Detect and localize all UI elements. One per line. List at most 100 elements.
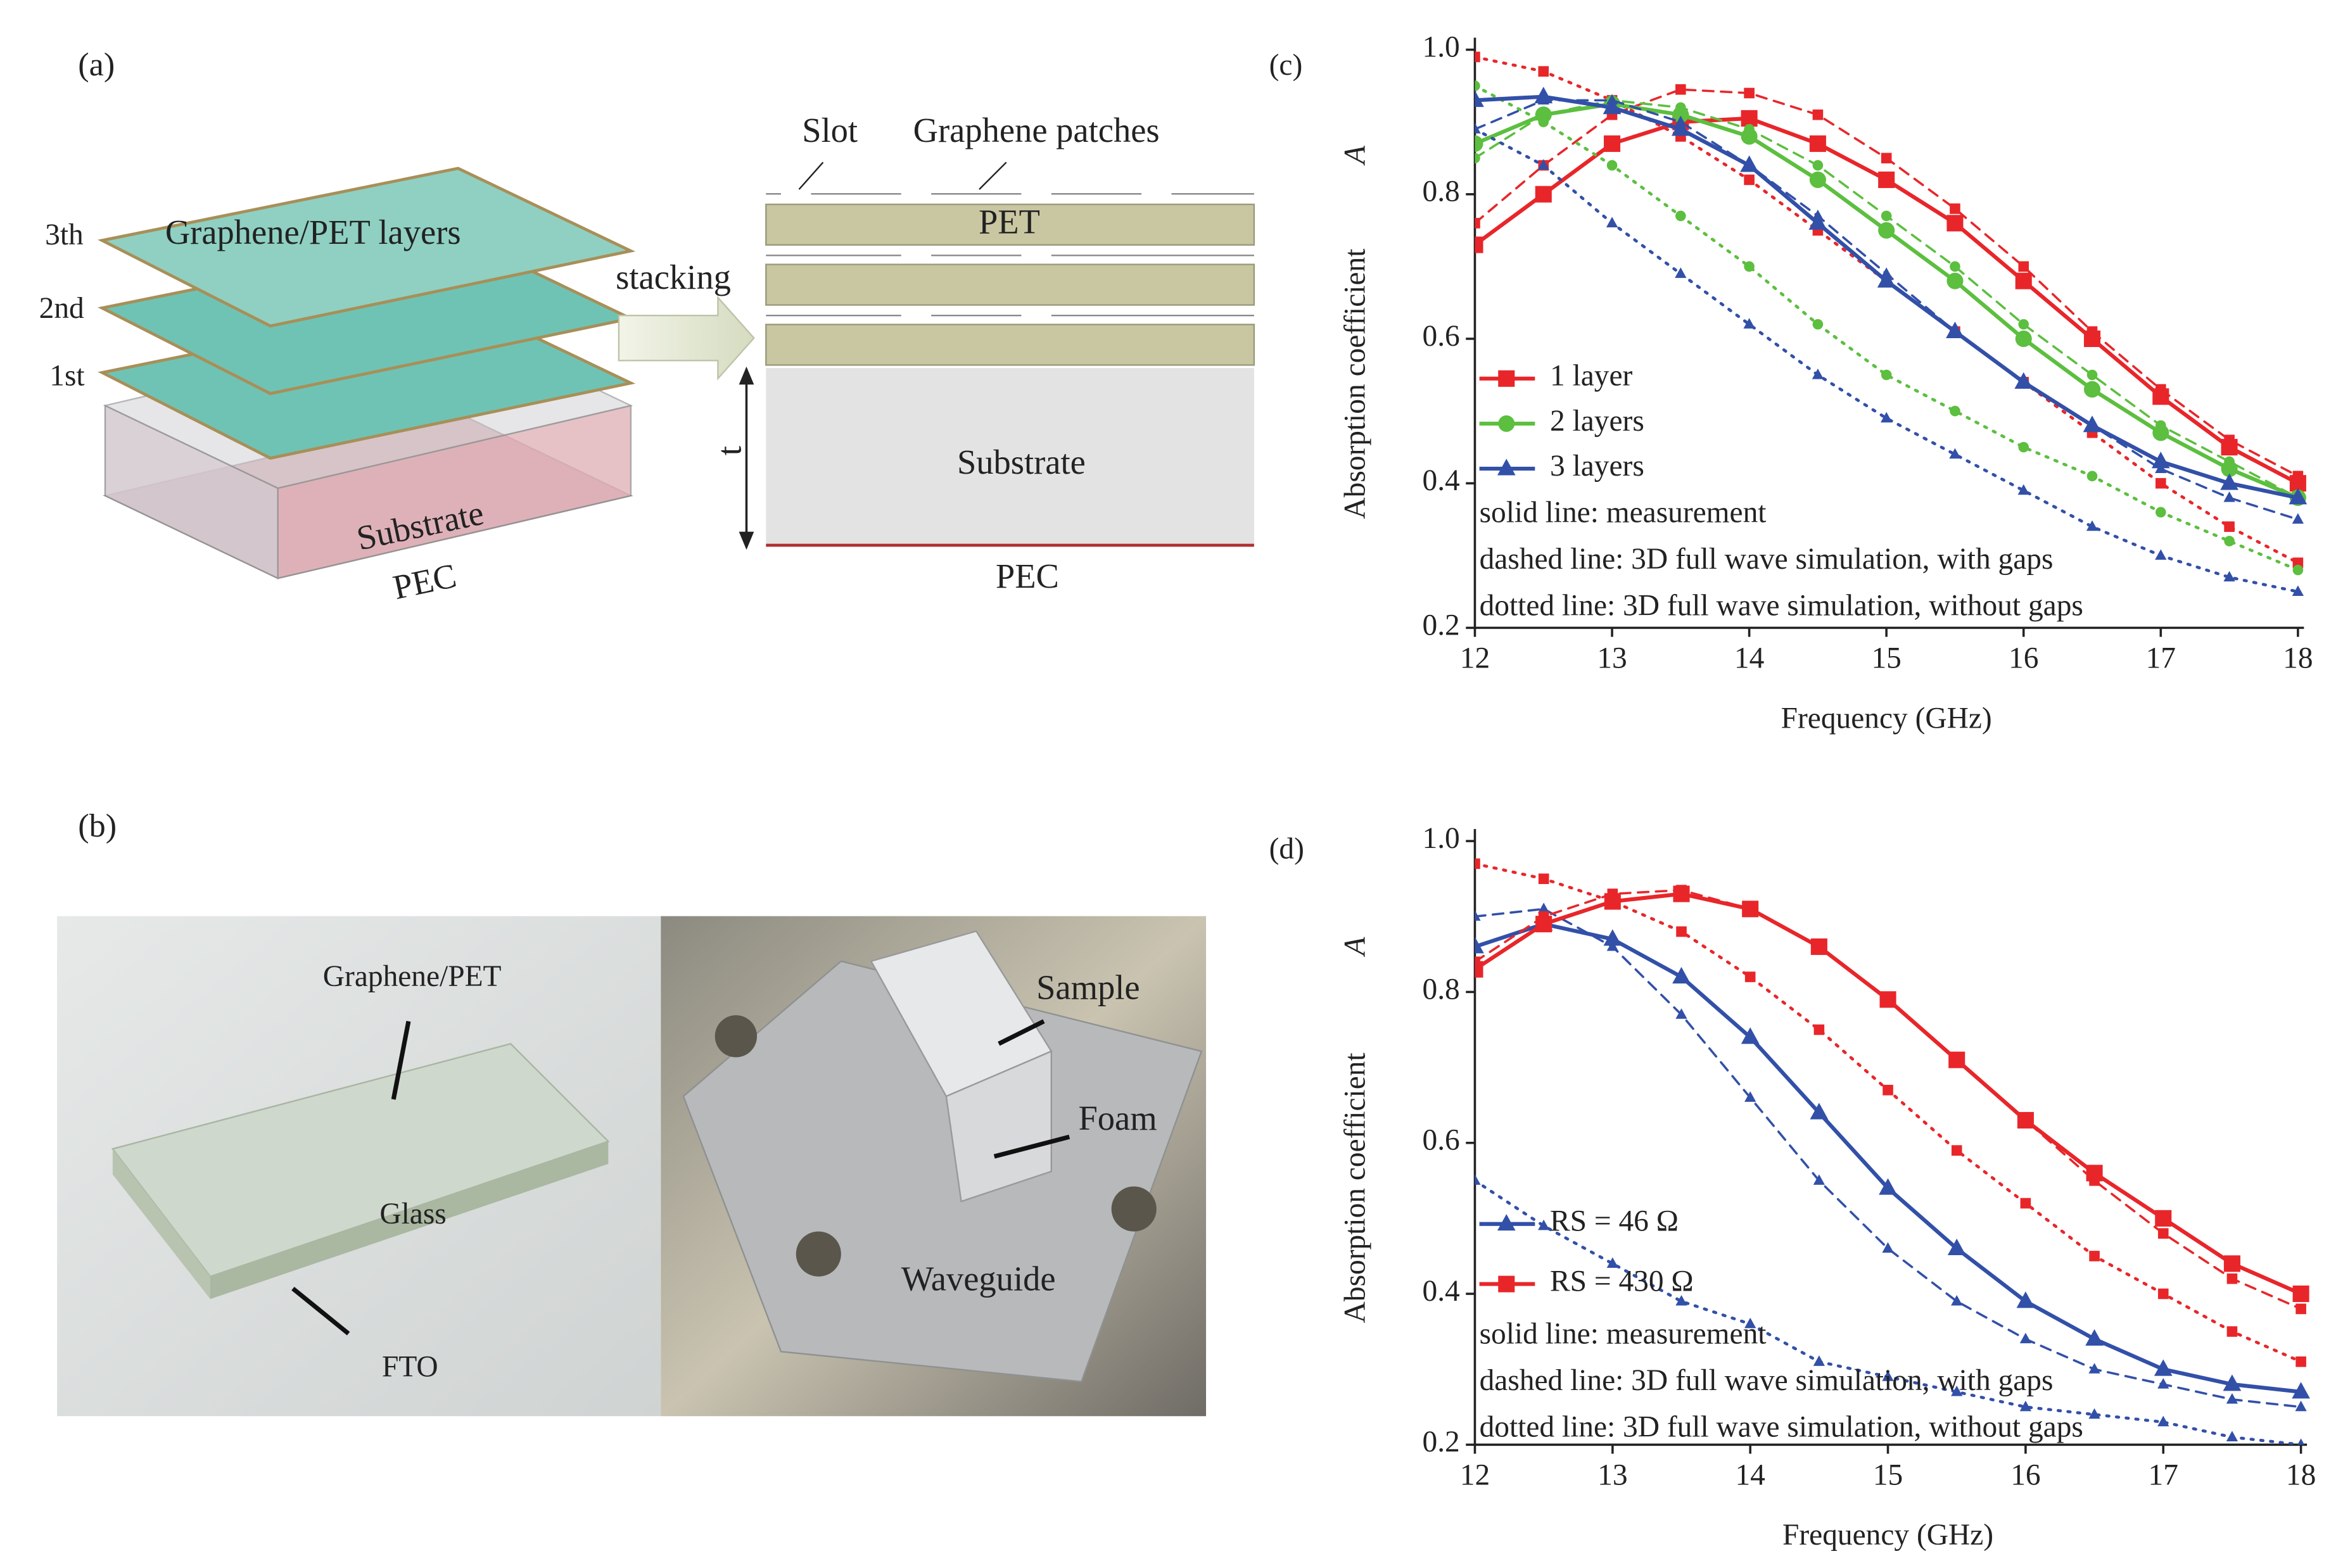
marker [1475, 51, 1480, 63]
x-tick-label: 15 [1873, 1458, 1903, 1491]
annotation: solid line: measurement [1480, 1317, 1767, 1350]
panel-label: (a) [78, 47, 115, 83]
stacking-arrow [618, 295, 755, 381]
marker [1603, 98, 1622, 115]
arrow-head [739, 531, 754, 550]
pet-layer [765, 324, 1255, 366]
marker [1475, 80, 1480, 91]
x-tick-label: 18 [2283, 642, 2313, 674]
marker [1606, 217, 1618, 228]
callout: Sample [1036, 968, 1140, 1007]
callout: Glass [379, 1198, 446, 1230]
marker [1809, 171, 1826, 188]
marker [2156, 477, 2166, 489]
y-tick-label: 0.8 [1422, 973, 1459, 1006]
marker [2018, 441, 2029, 453]
patches-row [766, 193, 1254, 317]
marker [1475, 135, 1483, 152]
x-tick-label: 16 [2009, 642, 2038, 674]
arrow-label: stacking [616, 258, 731, 296]
marker [2018, 319, 2029, 330]
pointer [391, 1020, 411, 1100]
marker [1475, 153, 1480, 163]
marker [2157, 1288, 2169, 1299]
marker [2151, 452, 2170, 469]
marker [2155, 549, 2167, 560]
y-axis-symbol: A [1338, 937, 1371, 958]
screw-hole [714, 1015, 758, 1058]
marker [1881, 369, 1892, 381]
marker [2083, 381, 2101, 398]
marker [1741, 1027, 1760, 1044]
marker [1744, 261, 1755, 272]
marker [2157, 1415, 2169, 1427]
marker [1812, 109, 1824, 120]
marker [1672, 966, 1691, 984]
pointer [798, 161, 824, 190]
x-axis-label: Frequency (GHz) [1781, 702, 1992, 735]
x-tick-label: 17 [2146, 642, 2176, 674]
panel-label: (c) [1269, 49, 1303, 82]
marker [2085, 1329, 2104, 1346]
marker [1675, 1008, 1687, 1019]
marker [2089, 1251, 2100, 1261]
marker [2019, 1400, 2032, 1412]
y-tick-label: 0.2 [1422, 1426, 1459, 1458]
screw-hole [796, 1231, 841, 1277]
marker [1475, 236, 1483, 253]
y-tick-label: 0.6 [1422, 1124, 1459, 1157]
marker [2157, 1378, 2169, 1389]
layers-title: Graphene/PET layers [165, 213, 461, 251]
marker [2220, 473, 2238, 490]
screw-hole [1111, 1186, 1157, 1232]
marker [1538, 117, 1549, 127]
marker [1812, 160, 1824, 171]
plot-area [1475, 51, 2308, 596]
marker [1475, 90, 1484, 107]
y-axis-label: Absorption coefficient [1338, 249, 1371, 519]
marker [1538, 873, 1549, 884]
substrate-label: Substrate [957, 443, 1086, 481]
marker [1947, 1238, 1966, 1255]
marker [1812, 369, 1824, 379]
marker [2226, 1273, 2238, 1284]
plot-area [1475, 858, 2310, 1445]
marker [1950, 261, 1960, 272]
marker [1671, 119, 1690, 136]
marker [1744, 904, 1756, 914]
annotation: dotted line: 3D full wave simulation, wi… [1480, 589, 2083, 622]
marker [2292, 585, 2304, 596]
marker [1744, 123, 1755, 135]
marker [1812, 319, 1824, 330]
marker [2292, 513, 2304, 524]
marker [1810, 1103, 1829, 1120]
marker [2223, 571, 2235, 582]
marker [1498, 370, 1515, 387]
pointer [993, 1134, 1070, 1159]
y-tick-label: 1.0 [1422, 822, 1459, 855]
marker [2224, 536, 2235, 547]
marker [1498, 415, 1515, 432]
marker [1883, 1085, 1893, 1096]
pet-label: PET [979, 202, 1040, 241]
marker [1537, 94, 1549, 105]
pointer [998, 1019, 1045, 1046]
y-tick-label: 0.6 [1422, 320, 1459, 353]
marker [1675, 102, 1686, 113]
marker [2019, 1332, 2032, 1344]
marker [2154, 1359, 2173, 1376]
marker [1951, 1145, 1962, 1156]
marker [1744, 1091, 1756, 1102]
x-tick-label: 13 [1597, 642, 1627, 674]
y-tick-label: 0.4 [1422, 1275, 1459, 1308]
marker [1675, 210, 1686, 222]
x-tick-label: 12 [1460, 1458, 1490, 1491]
marker [1883, 994, 1893, 1005]
marker [1475, 956, 1480, 968]
pet-layer [765, 263, 1255, 306]
marker [2020, 1198, 2031, 1209]
series-line [1475, 55, 2300, 565]
marker [1743, 318, 1755, 329]
y-tick-label: 0.2 [1422, 609, 1459, 642]
